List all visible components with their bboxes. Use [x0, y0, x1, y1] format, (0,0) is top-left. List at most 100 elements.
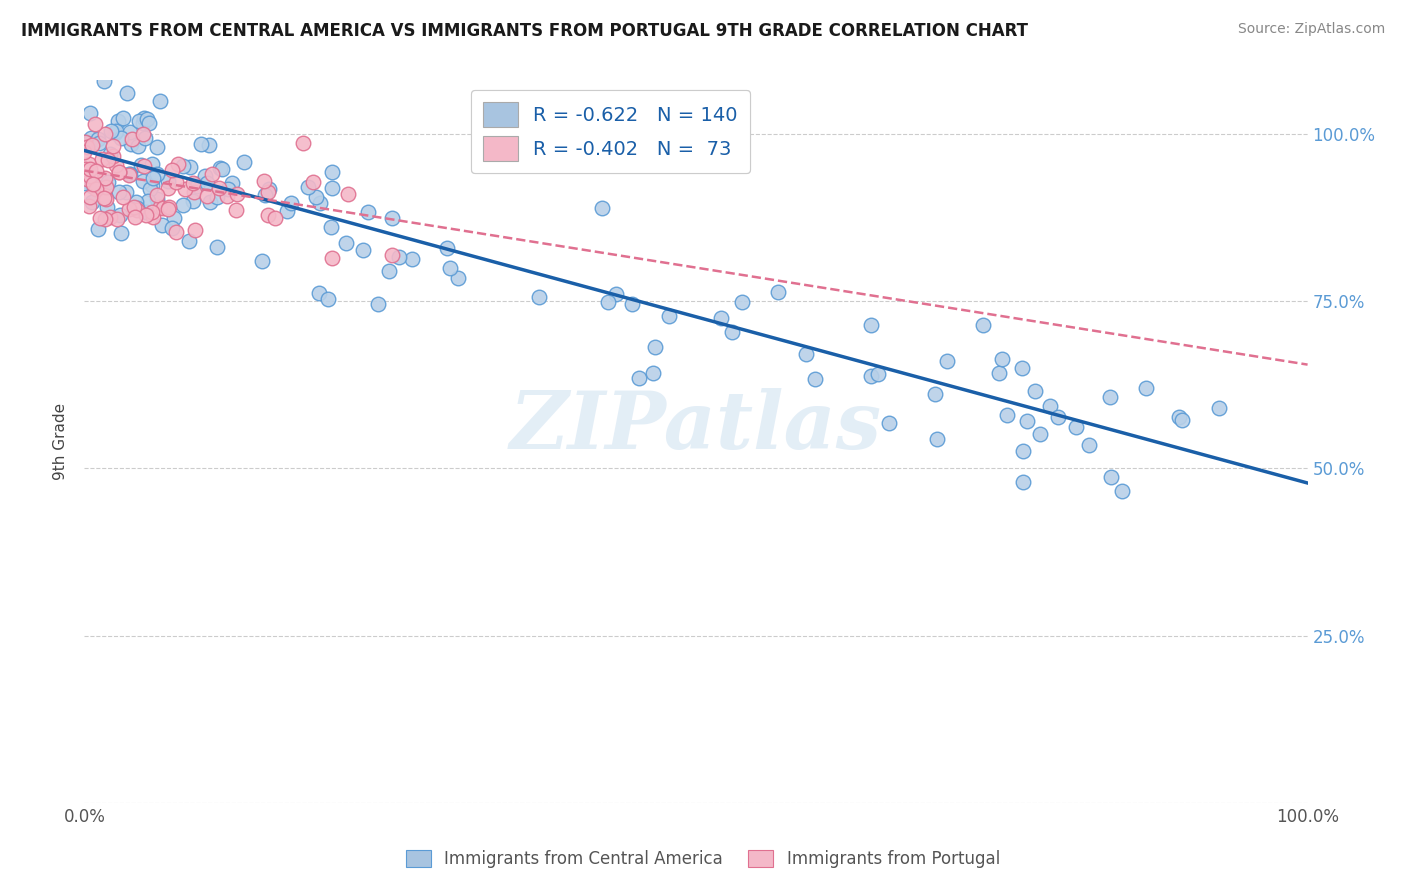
Point	[381, 211, 404, 226]
Point	[97, 153, 120, 168]
Point	[316, 292, 339, 306]
Point	[146, 167, 169, 181]
Point	[108, 186, 131, 200]
Point	[124, 210, 146, 224]
Point	[205, 190, 228, 204]
Text: Source: ZipAtlas.com: Source: ZipAtlas.com	[1237, 22, 1385, 37]
Point	[125, 194, 148, 209]
Point	[860, 318, 883, 333]
Y-axis label: 9th Grade: 9th Grade	[53, 403, 69, 480]
Point	[160, 220, 183, 235]
Point	[118, 125, 141, 139]
Point	[208, 181, 231, 195]
Point	[211, 161, 233, 176]
Point	[257, 181, 280, 195]
Point	[627, 371, 650, 385]
Point	[217, 182, 239, 196]
Point	[84, 117, 107, 131]
Point	[135, 208, 157, 222]
Point	[205, 239, 228, 253]
Point	[76, 172, 98, 186]
Point	[134, 130, 156, 145]
Point	[110, 131, 132, 145]
Point	[1015, 414, 1038, 428]
Point	[321, 251, 343, 265]
Point	[101, 148, 124, 162]
Point	[1171, 413, 1194, 427]
Point	[115, 87, 138, 101]
Point	[721, 325, 744, 339]
Point	[924, 387, 946, 401]
Point	[337, 187, 360, 202]
Point	[866, 367, 889, 381]
Point	[297, 180, 319, 194]
Point	[111, 190, 134, 204]
Point	[121, 132, 143, 146]
Text: ZIPatlas: ZIPatlas	[510, 388, 882, 466]
Point	[91, 152, 114, 166]
Point	[217, 188, 239, 202]
Point	[305, 190, 328, 204]
Point	[94, 127, 117, 141]
Point	[105, 212, 128, 227]
Point	[96, 200, 118, 214]
Point	[335, 235, 357, 250]
Point	[98, 147, 121, 161]
Point	[794, 347, 817, 361]
Point	[87, 221, 110, 235]
Point	[225, 203, 247, 218]
Point	[605, 286, 627, 301]
Point	[156, 181, 179, 195]
Point	[111, 111, 134, 125]
Point	[93, 74, 115, 88]
Point	[141, 178, 163, 192]
Point	[436, 242, 458, 256]
Point	[302, 175, 325, 189]
Point	[167, 157, 190, 171]
Point	[527, 290, 550, 304]
Point	[156, 174, 179, 188]
Point	[183, 186, 205, 200]
Point	[877, 416, 900, 430]
Point	[859, 369, 882, 384]
Point	[114, 185, 136, 199]
Point	[118, 202, 141, 216]
Point	[225, 187, 247, 202]
Point	[94, 170, 117, 185]
Point	[104, 158, 127, 172]
Point	[1208, 401, 1230, 415]
Point	[710, 310, 733, 325]
Point	[172, 198, 194, 212]
Point	[86, 182, 108, 196]
Point	[291, 136, 314, 151]
Point	[149, 94, 172, 108]
Point	[84, 164, 107, 178]
Point	[89, 211, 111, 225]
Point	[157, 201, 180, 215]
Point	[160, 163, 183, 178]
Point	[352, 243, 374, 257]
Point	[97, 175, 120, 189]
Point	[165, 175, 187, 189]
Point	[141, 157, 163, 171]
Point	[439, 260, 461, 275]
Point	[598, 295, 620, 310]
Point	[149, 200, 172, 214]
Point	[995, 408, 1018, 422]
Point	[82, 178, 104, 192]
Point	[76, 140, 98, 154]
Point	[195, 176, 218, 190]
Point	[936, 354, 959, 368]
Point	[79, 190, 101, 204]
Point	[104, 124, 127, 138]
Point	[122, 200, 145, 214]
Point	[1135, 380, 1157, 394]
Point	[1064, 419, 1087, 434]
Point	[201, 167, 224, 181]
Point	[1111, 483, 1133, 498]
Point	[252, 253, 274, 268]
Point	[110, 226, 132, 240]
Point	[118, 167, 141, 181]
Point	[79, 199, 101, 213]
Point	[128, 113, 150, 128]
